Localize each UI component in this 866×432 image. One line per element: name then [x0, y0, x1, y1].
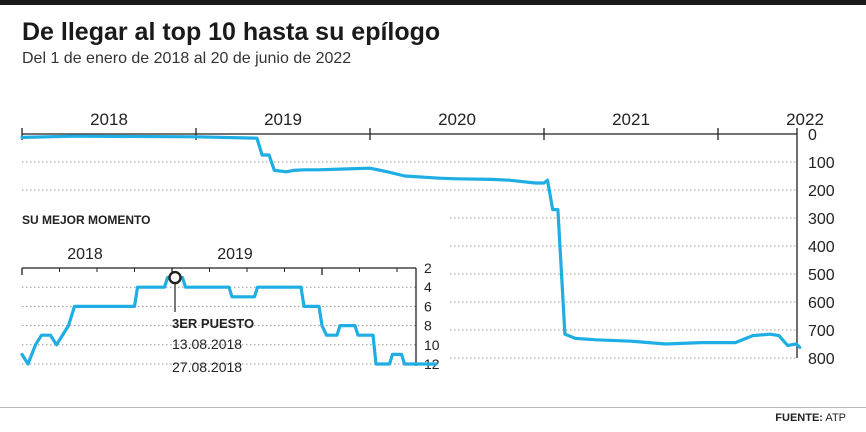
inset-chart-x-axis: 2018 2019: [21, 246, 398, 275]
main-chart-x-axis: 2018 2019 2020 2021 2022: [21, 110, 824, 140]
annotation-label: 3ER PUESTO: [172, 316, 254, 331]
inset-y-tick-label: 8: [424, 318, 432, 334]
best-rank-annotation: 3ER PUESTO 13.08.2018 27.08.2018: [168, 270, 254, 375]
main-x-tick-label: 2020: [438, 110, 476, 129]
main-y-tick-label: 200: [808, 183, 835, 200]
best-rank-marker: [168, 270, 182, 285]
annotation-date: 27.08.2018: [172, 359, 242, 375]
source-label: FUENTE:: [775, 412, 823, 424]
source-note: FUENTE: ATP: [775, 412, 846, 424]
main-x-tick-label: 2021: [612, 110, 650, 129]
main-y-tick-label: 100: [808, 155, 835, 172]
inset-chart-series: [20, 276, 438, 366]
main-chart-series: [20, 134, 802, 349]
main-y-tick-label: 0: [808, 127, 817, 144]
main-y-tick-label: 300: [808, 211, 835, 228]
main-y-tick-label: 400: [808, 239, 835, 256]
inset-y-tick-label: 6: [424, 298, 432, 314]
annotation-date: 13.08.2018: [172, 336, 242, 352]
inset-x-tick-label: 2019: [217, 246, 253, 263]
main-chart-y-axis: 0 100 200 300 400 500 600 700 800: [808, 127, 835, 368]
inset-background: [0, 206, 450, 380]
main-ranking-line: [20, 134, 802, 349]
inset-y-tick-label: 10: [424, 337, 440, 353]
inset-y-tick-label: 2: [424, 260, 432, 276]
source-value: ATP: [825, 412, 846, 424]
top-rule: [0, 0, 866, 5]
page-title: De llegar al top 10 hasta su epílogo: [22, 18, 441, 46]
main-x-tick-label: 2018: [90, 110, 128, 129]
main-x-tick-label: 2022: [786, 110, 824, 129]
main-x-tick-label: 2019: [264, 110, 302, 129]
inset-ranking-line: [20, 276, 438, 366]
inset-x-tick-label: 2018: [67, 246, 103, 263]
main-y-tick-label: 600: [808, 295, 835, 312]
inset-title: SU MEJOR MOMENTO: [22, 213, 150, 227]
main-y-tick-label: 500: [808, 267, 835, 284]
bottom-rule: [0, 407, 866, 408]
main-y-tick-label: 800: [808, 351, 835, 368]
inset-y-tick-label: 4: [424, 279, 432, 295]
main-y-tick-label: 700: [808, 323, 835, 340]
page-subtitle: Del 1 de enero de 2018 al 20 de junio de…: [22, 50, 352, 67]
